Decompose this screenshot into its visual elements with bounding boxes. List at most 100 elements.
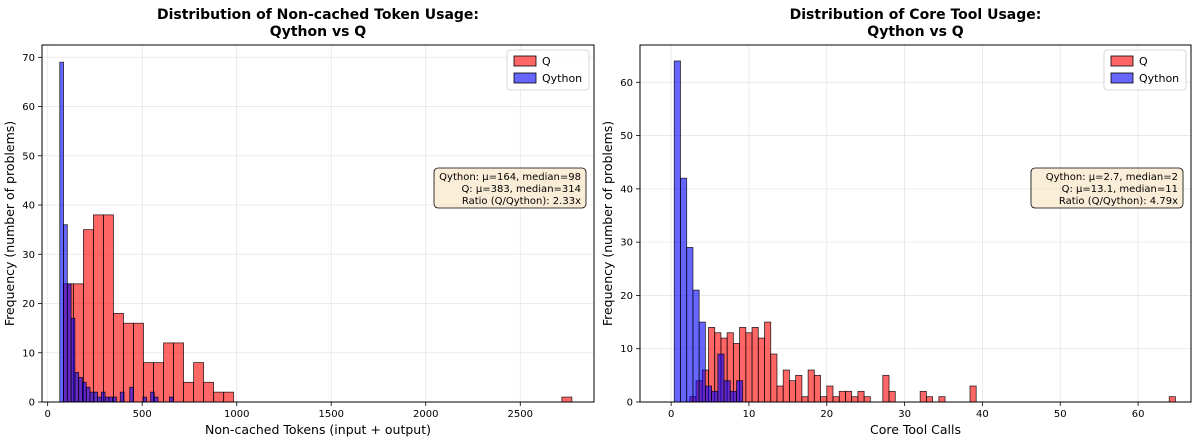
histogram-bar-q (801, 396, 809, 403)
chart-panel-2: 0 10 20 30 40 50 60 0 10 20 30 40 50 60 Distribution o… (600, 7, 1192, 437)
x-tick-label: 500 (133, 409, 152, 420)
legend: Q Qython (506, 49, 590, 91)
stats-box (433, 167, 587, 209)
stats-line: Qython: μ=2.7, median=2 (1046, 172, 1178, 183)
histogram-bar-qython (673, 60, 681, 403)
x-tick-label: 10 (743, 409, 756, 420)
histogram-bar-qython (74, 372, 80, 403)
histogram-bar-q (882, 374, 890, 403)
legend-label-qython: Qython (1139, 72, 1179, 85)
y-tick-label: 40 (22, 201, 35, 212)
histogram-bar-q (826, 385, 834, 403)
histogram-bar-q (795, 374, 803, 403)
y-tick-label: 30 (620, 238, 633, 249)
legend-swatch-q (513, 55, 537, 67)
histogram-bar-q (845, 390, 853, 403)
y-tick-label: 60 (620, 78, 633, 89)
histogram-bar-qython (692, 289, 700, 403)
y-tick-label: 10 (22, 348, 35, 359)
y-tick-label: 0 (627, 398, 633, 409)
histogram-bar-q (838, 390, 846, 403)
histogram-bar-qython (150, 391, 155, 403)
histogram-bar-q (93, 214, 104, 403)
histogram-bar-qython (97, 396, 102, 403)
histogram-bar-qython (112, 396, 117, 403)
x-tick-label: 20 (820, 409, 833, 420)
histogram-bar-q (782, 369, 790, 403)
plot-area-frame (639, 44, 1192, 403)
x-axis-label: Non-cached Tokens (input + output) (205, 422, 431, 437)
histogram-bar-qython (100, 391, 106, 403)
x-tick-label: 0 (44, 409, 50, 420)
histogram-bar-qython (119, 391, 125, 403)
legend-swatch-q (1110, 55, 1134, 67)
y-tick-label: 50 (620, 131, 633, 142)
histogram-bar-qython (129, 386, 134, 403)
legend-swatch-qython (1110, 72, 1134, 84)
histogram-bar-qython (66, 283, 72, 403)
chart-subtitle: Qython vs Q (270, 24, 366, 40)
histogram-bar-qython (104, 396, 110, 403)
histogram-bar-q (969, 385, 977, 403)
histogram-bar-q (888, 390, 896, 403)
y-tick-label: 20 (22, 299, 35, 310)
histogram-bar-q (223, 391, 235, 403)
histogram-bar-qython (736, 380, 744, 403)
histogram-bar-q (832, 396, 840, 403)
histogram-bar-q (561, 396, 573, 403)
stats-annotation: Qython: μ=164, median=98Q: μ=383, median… (433, 167, 587, 209)
histogram-bar-q (173, 342, 184, 403)
y-tick-label: 70 (22, 53, 35, 64)
histogram-bar-q (820, 396, 828, 403)
x-tick-label: 0 (668, 409, 674, 420)
x-tick-label: 30 (898, 409, 911, 420)
x-tick-label: 2000 (413, 409, 438, 420)
y-tick-label: 60 (22, 102, 35, 113)
histogram-bar-qython (729, 390, 737, 403)
histogram-bar-qython (63, 224, 68, 403)
histogram-bar-q (813, 374, 821, 403)
histogram-bar-qython (723, 380, 731, 403)
histogram-bar-qython (704, 385, 712, 403)
x-tick-label: 1500 (319, 409, 344, 420)
histogram-bar-q (764, 321, 772, 403)
histogram-bar-q (163, 342, 174, 403)
x-tick-label: 60 (1132, 409, 1145, 420)
legend-swatch-qython (513, 72, 537, 84)
histogram-bar-qython (698, 321, 706, 403)
stats-annotation: Qython: μ=2.7, median=2Q: μ=13.1, median… (1030, 167, 1184, 209)
histogram-bar-qython (78, 376, 83, 403)
histogram-bar-q (103, 214, 114, 403)
chart-panel-1: 0 500 1000 1500 2000 2500 0 10 20 30 40 50 60 70 Distr… (2, 7, 595, 437)
histogram-bar-q (757, 337, 765, 403)
histogram-bar-q (938, 396, 946, 403)
x-tick-label: 2500 (508, 409, 533, 420)
histogram-bar-qython (59, 61, 64, 403)
histogram-bar-q (751, 327, 759, 403)
y-tick-label: 50 (22, 151, 35, 162)
histogram-bar-q (789, 380, 797, 403)
y-tick-label: 40 (620, 184, 633, 195)
y-tick-label: 30 (22, 250, 35, 261)
histogram-bar-qython (686, 247, 694, 403)
histogram-bar-q (213, 391, 225, 403)
histogram-bar-qython (85, 386, 91, 403)
histogram-bar-qython (108, 396, 114, 403)
stats-line: Ratio (Q/Qython): 4.79x (1059, 196, 1178, 207)
histogram-bar-q (863, 396, 871, 403)
legend-label-q: Q (1139, 55, 1148, 68)
stats-box (1030, 167, 1184, 209)
y-axis-label: Frequency (number of problems) (2, 121, 17, 326)
legend-label-qython: Qython (542, 72, 582, 85)
x-axis-label: Core Tool Calls (870, 422, 961, 437)
histogram-bar-q (203, 381, 215, 403)
chart-title: Distribution of Core Tool Usage: (790, 7, 1042, 23)
histogram-bar-qython (142, 396, 148, 403)
y-tick-label: 20 (620, 291, 633, 302)
legend: Q Qython (1103, 49, 1187, 91)
stats-line: Qython: μ=164, median=98 (439, 172, 581, 183)
histogram-bar-qython (89, 391, 95, 403)
chart-title: Distribution of Non-cached Token Usage: (157, 7, 479, 23)
histogram-bar-q (919, 390, 927, 403)
